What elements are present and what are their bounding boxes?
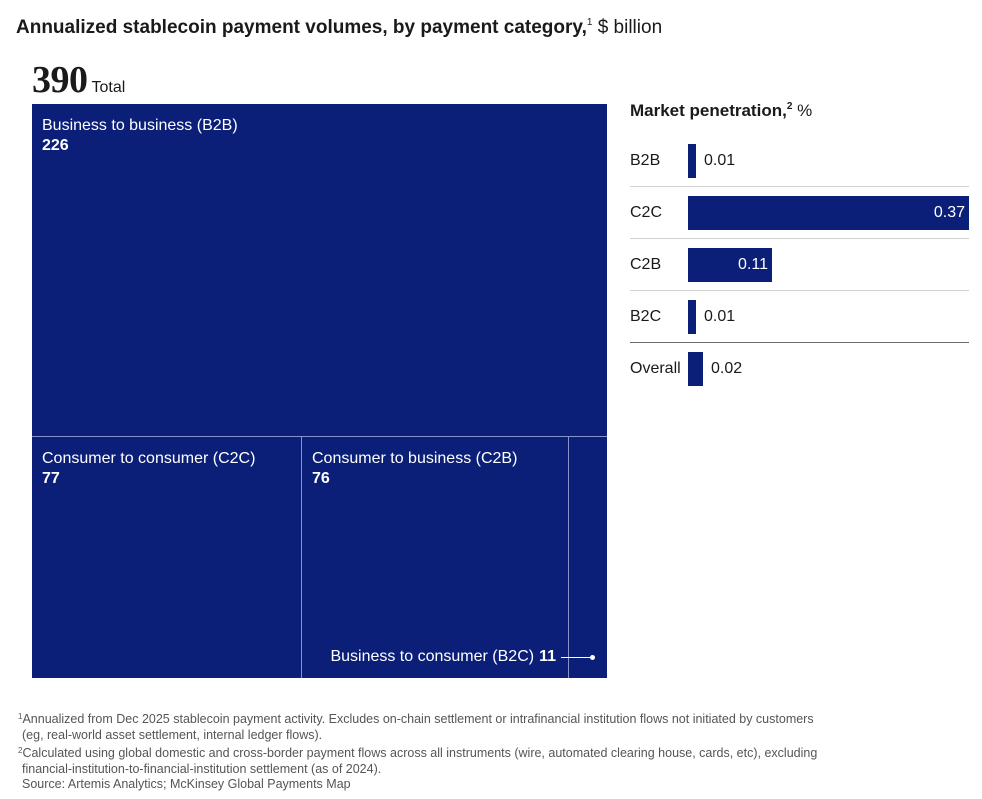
b2c-leader-line bbox=[561, 654, 595, 660]
bar-category-label: C2B bbox=[630, 256, 662, 273]
footnote-2: 2Calculated using global domestic and cr… bbox=[18, 743, 918, 762]
bar-row-b2b: B2B 0.01 bbox=[630, 135, 969, 187]
tile-c2b-value: 76 bbox=[312, 470, 330, 487]
tile-b2b: Business to business (B2B) 226 bbox=[32, 104, 607, 436]
treemap: Business to business (B2B) 226 Consumer … bbox=[32, 104, 607, 678]
bar-c2b bbox=[688, 248, 772, 282]
tile-b2c-label: Business to consumer (B2C) bbox=[330, 648, 535, 665]
footnote-2-line-1: Calculated using global domestic and cro… bbox=[22, 746, 818, 760]
bar-value-label: 0.01 bbox=[704, 152, 736, 169]
market-penetration-title-main: Market penetration, bbox=[630, 101, 787, 120]
chart-title-main: Annualized stablecoin payment volumes, b… bbox=[16, 17, 587, 38]
market-penetration-footnote-ref: 2 bbox=[786, 101, 793, 112]
market-penetration-title: Market penetration,2 % bbox=[630, 101, 812, 121]
b2c-leader-dot bbox=[590, 654, 595, 660]
chart-title: Annualized stablecoin payment volumes, b… bbox=[16, 17, 662, 39]
bar-c2c bbox=[688, 196, 969, 230]
source-text: Source: Artemis Analytics; McKinsey Glob… bbox=[22, 777, 351, 791]
footnote-2-cont: financial-institution-to-financial-insti… bbox=[18, 762, 918, 778]
bar-value-label: 0.01 bbox=[704, 308, 736, 325]
bar-overall bbox=[688, 352, 703, 386]
bar-value-label: 0.37 bbox=[933, 204, 965, 221]
footnote-1: 1Annualized from Dec 2025 stablecoin pay… bbox=[18, 709, 918, 728]
market-penetration-unit: % bbox=[797, 101, 813, 120]
treemap-divider-c2b-b2c bbox=[568, 437, 569, 678]
footnotes: 1Annualized from Dec 2025 stablecoin pay… bbox=[18, 709, 918, 793]
bar-row-c2c: C2C 0.37 bbox=[630, 187, 969, 239]
tile-b2c bbox=[569, 437, 607, 678]
source-note: Source: Artemis Analytics; McKinsey Glob… bbox=[18, 777, 918, 793]
bar-row-c2b: C2B 0.11 bbox=[630, 239, 969, 291]
bar-b2b bbox=[688, 144, 696, 178]
tile-b2b-label: Business to business (B2B) bbox=[42, 117, 238, 134]
bar-b2c bbox=[688, 300, 696, 334]
treemap-divider-c2c-c2b bbox=[301, 437, 302, 678]
chart-title-footnote-ref: 1 bbox=[586, 17, 593, 28]
bar-row-overall: Overall 0.02 bbox=[630, 343, 969, 394]
tile-b2c-value: 11 bbox=[539, 648, 556, 665]
tile-c2c: Consumer to consumer (C2C) 77 bbox=[32, 437, 301, 678]
total-label: Total bbox=[91, 79, 126, 96]
bar-value-label: 0.11 bbox=[738, 256, 768, 273]
footnote-1-marker: 1 bbox=[18, 712, 23, 721]
total-value: 390 bbox=[32, 59, 88, 101]
footnote-2-marker: 2 bbox=[18, 746, 23, 755]
b2c-callout: Business to consumer (B2C) 11 bbox=[330, 648, 595, 666]
tile-c2b-label: Consumer to business (C2B) bbox=[312, 450, 518, 467]
bar-category-label: C2C bbox=[630, 204, 663, 221]
footnote-2-line-2: financial-institution-to-financial-insti… bbox=[22, 761, 382, 776]
total-display: 390 Total bbox=[32, 58, 125, 102]
footnote-1-cont: (eg, real-world asset settlement, intern… bbox=[18, 728, 918, 744]
bar-category-label: Overall bbox=[630, 360, 681, 377]
market-penetration-bar-chart: B2B 0.01 C2C 0.37 C2B 0.11 B2C 0.01 Overall 0.02 bbox=[630, 135, 969, 394]
tile-b2b-value: 226 bbox=[42, 137, 69, 154]
bar-category-label: B2B bbox=[630, 152, 661, 169]
chart-title-unit: $ billion bbox=[597, 17, 663, 38]
tile-c2b: Consumer to business (C2B) 76 bbox=[302, 437, 568, 678]
bar-row-b2c: B2C 0.01 bbox=[630, 291, 969, 343]
treemap-divider-horizontal bbox=[32, 436, 607, 437]
bar-value-label: 0.02 bbox=[711, 360, 743, 377]
footnote-1-line-2: (eg, real-world asset settlement, intern… bbox=[22, 727, 323, 742]
footnote-1-line-1: Annualized from Dec 2025 stablecoin paym… bbox=[22, 712, 814, 726]
bar-category-label: B2C bbox=[630, 308, 662, 325]
tile-c2c-label: Consumer to consumer (C2C) bbox=[42, 450, 256, 467]
tile-c2c-value: 77 bbox=[42, 470, 60, 487]
